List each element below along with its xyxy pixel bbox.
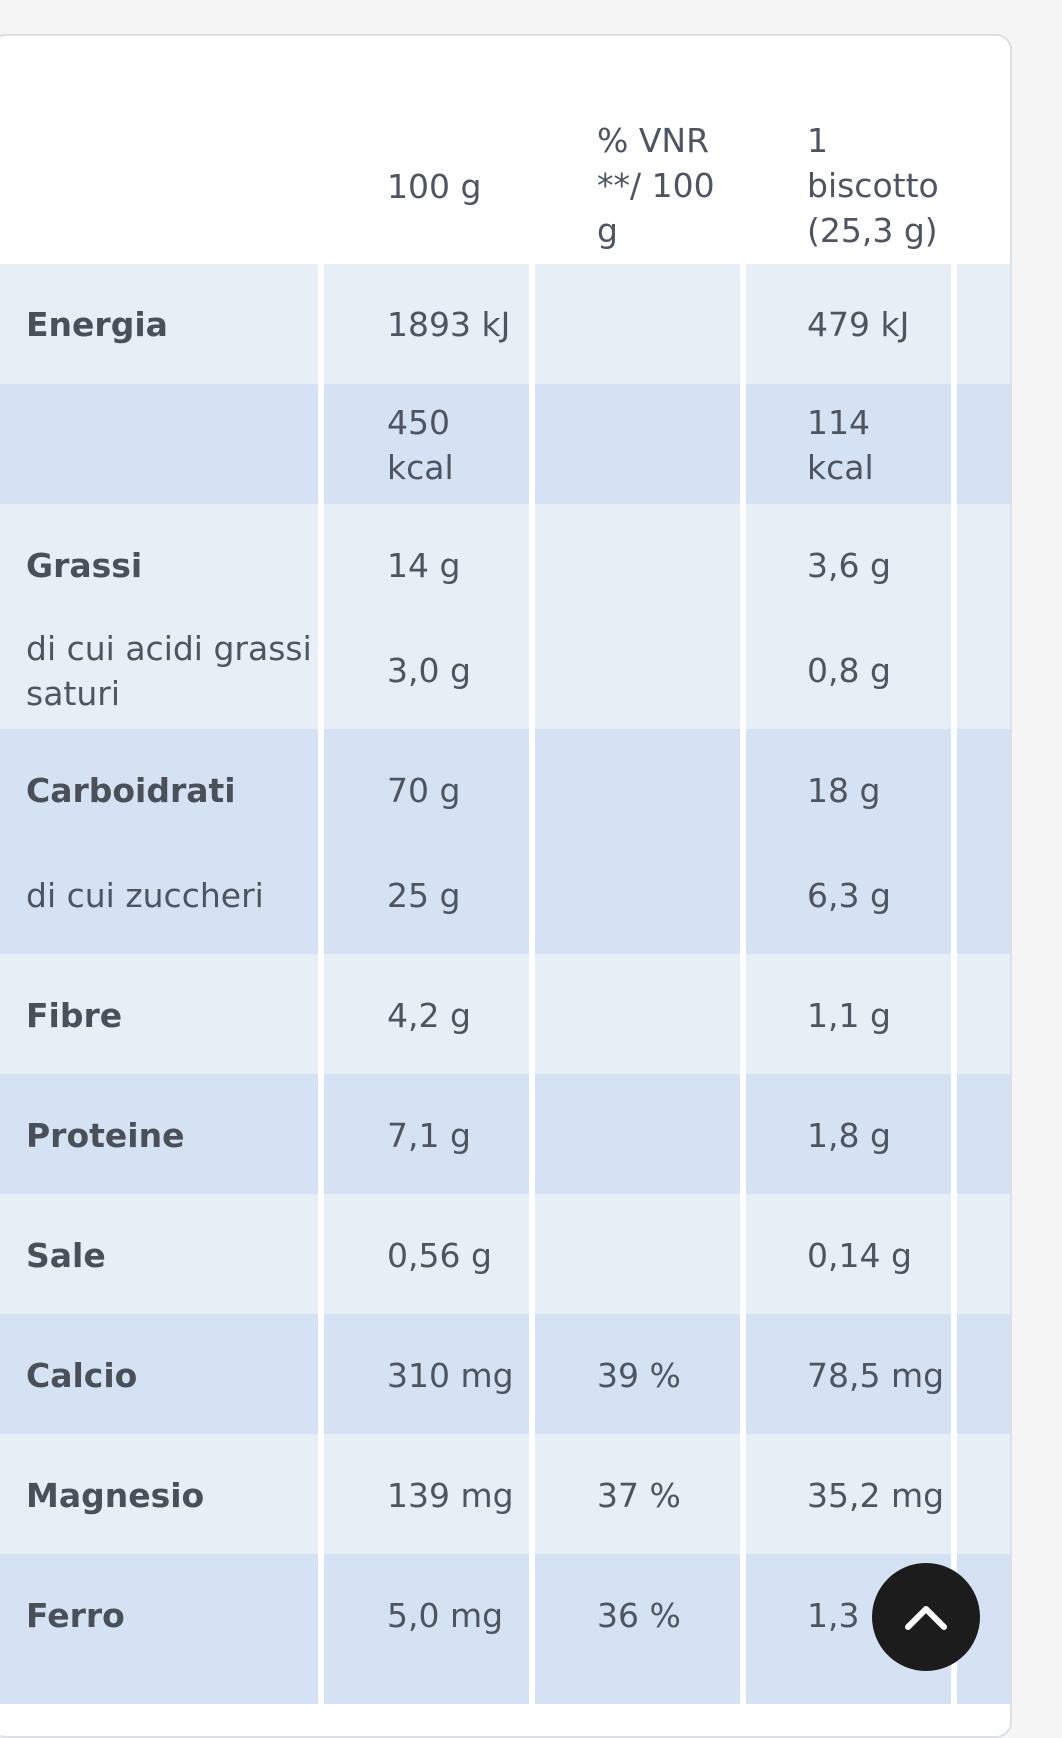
row-label: Ferro bbox=[26, 1593, 125, 1638]
nutrition-table-card: 100 g % VNR **/ 100 g 1 biscotto (25,3 g… bbox=[0, 34, 1012, 1738]
scroll-to-top-button[interactable] bbox=[872, 1563, 980, 1671]
chevron-up-icon bbox=[902, 1602, 950, 1632]
cell-per100: 70 g bbox=[387, 768, 460, 813]
cell-serving: 3,6 g bbox=[807, 543, 891, 588]
cell-per100: 310 mg bbox=[387, 1353, 514, 1398]
row-label: Proteine bbox=[26, 1113, 184, 1158]
cell-serving: 1,8 g bbox=[807, 1113, 891, 1158]
cell-per100: 3,0 g bbox=[387, 648, 471, 693]
column-divider bbox=[740, 264, 746, 1738]
cell-vnr: 36 % bbox=[597, 1593, 681, 1638]
cell-serving: 1,1 g bbox=[807, 993, 891, 1038]
cell-vnr: 37 % bbox=[597, 1473, 681, 1518]
cell-per100: 450 kcal bbox=[387, 400, 454, 490]
cell-serving: 114 kcal bbox=[807, 400, 874, 490]
row-label: Sale bbox=[26, 1233, 106, 1278]
cell-serving: 78,5 mg bbox=[807, 1353, 944, 1398]
cell-serving: 0,8 g bbox=[807, 648, 891, 693]
cell-serving: 18 g bbox=[807, 768, 880, 813]
cell-serving: 479 kJ bbox=[807, 302, 909, 347]
row-label: di cui zuccheri bbox=[26, 873, 264, 918]
row-label: Fibre bbox=[26, 993, 122, 1038]
header-vnr: % VNR **/ 100 g bbox=[597, 118, 715, 253]
cell-per100: 25 g bbox=[387, 873, 460, 918]
row-label: Energia bbox=[26, 302, 168, 347]
cell-serving: 0,14 g bbox=[807, 1233, 912, 1278]
row-band-carboidrati bbox=[0, 729, 1010, 954]
table-header: 100 g % VNR **/ 100 g 1 biscotto (25,3 g… bbox=[0, 36, 1010, 264]
column-divider bbox=[529, 264, 535, 1738]
header-per-serving: 1 biscotto (25,3 g) bbox=[807, 118, 939, 253]
row-label: Carboidrati bbox=[26, 768, 236, 813]
cell-per100: 1893 kJ bbox=[387, 302, 510, 347]
row-label: Magnesio bbox=[26, 1473, 204, 1518]
cell-serving: 35,2 mg bbox=[807, 1473, 944, 1518]
column-divider bbox=[318, 264, 324, 1738]
cell-per100: 139 mg bbox=[387, 1473, 514, 1518]
cell-per100: 0,56 g bbox=[387, 1233, 492, 1278]
header-per-100g: 100 g bbox=[387, 164, 481, 209]
cell-serving: 6,3 g bbox=[807, 873, 891, 918]
row-label: Calcio bbox=[26, 1353, 137, 1398]
row-label: Grassi bbox=[26, 543, 142, 588]
cell-per100: 14 g bbox=[387, 543, 460, 588]
column-divider bbox=[951, 264, 957, 1738]
cell-per100: 7,1 g bbox=[387, 1113, 471, 1158]
cell-per100: 4,2 g bbox=[387, 993, 471, 1038]
cell-vnr: 39 % bbox=[597, 1353, 681, 1398]
row-label: di cui acidi grassi saturi bbox=[26, 626, 312, 716]
cell-per100: 5,0 mg bbox=[387, 1593, 503, 1638]
